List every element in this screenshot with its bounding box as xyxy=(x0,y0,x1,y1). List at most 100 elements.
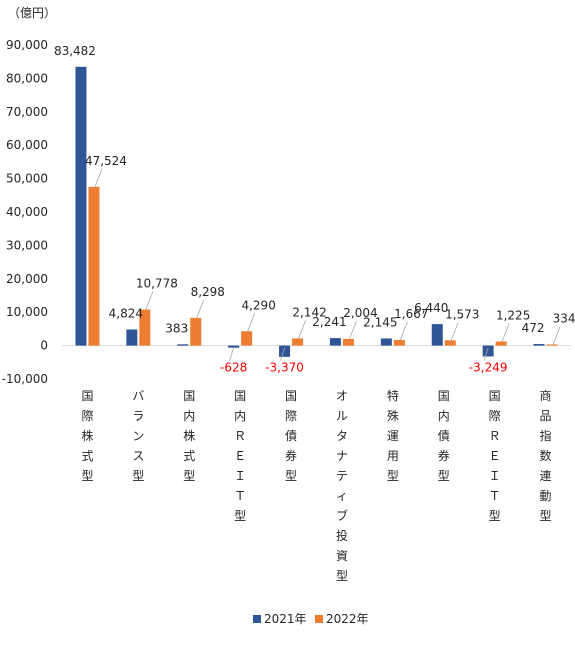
y-tick-label: 10,000 xyxy=(6,305,48,319)
data-label: 383 xyxy=(165,321,188,335)
x-category-label: Ｒ xyxy=(489,429,501,443)
bar-series1 xyxy=(75,66,87,346)
x-category-label: 際 xyxy=(285,409,297,423)
x-category-label: 国 xyxy=(285,389,297,403)
x-category-label: Ｅ xyxy=(489,449,501,463)
leader-line xyxy=(399,321,408,341)
x-category-label: 式 xyxy=(183,449,195,463)
bar-series2 xyxy=(546,344,558,346)
data-label: 6,440 xyxy=(414,301,448,315)
bar-series1 xyxy=(482,345,494,357)
bar-series2 xyxy=(444,340,456,346)
x-category-label: 型 xyxy=(540,509,552,523)
x-category-label: Ｔ xyxy=(234,489,246,503)
x-category-label: 式 xyxy=(81,449,93,463)
x-category-label: 債 xyxy=(285,428,297,443)
y-tick-label: 20,000 xyxy=(6,272,48,286)
x-category-label: ィ xyxy=(336,489,348,503)
x-category-label: 動 xyxy=(540,489,552,503)
bar-series2 xyxy=(190,317,202,346)
bar-series1 xyxy=(329,338,341,346)
x-category-label: 投 xyxy=(336,528,348,543)
y-axis-unit-label: （億円） xyxy=(8,6,56,20)
bar-series2 xyxy=(88,186,100,346)
leader-line xyxy=(280,347,285,361)
x-category-label: 株 xyxy=(183,428,195,443)
x-category-label: 型 xyxy=(336,569,348,583)
data-label: 2,142 xyxy=(292,305,326,319)
data-label: 4,290 xyxy=(241,298,275,312)
x-category-label: ン xyxy=(132,429,144,443)
data-label: -628 xyxy=(220,361,247,375)
x-category-label: ル xyxy=(336,409,348,423)
leader-line xyxy=(247,313,256,332)
x-category-label: 券 xyxy=(438,448,450,463)
x-category-label: テ xyxy=(336,469,348,483)
x-axis-categories: 国際株式型バランス型国内株式型国内ＲＥＩＴ型国際債券型オルタナティブ投資型特殊運… xyxy=(81,388,551,583)
data-label: 10,778 xyxy=(136,277,178,291)
data-label: 1,667 xyxy=(394,307,428,321)
bar-series1 xyxy=(228,345,240,348)
data-label: -3,249 xyxy=(469,361,508,375)
x-category-label: 債 xyxy=(438,428,450,443)
x-category-label: ラ xyxy=(132,409,144,423)
x-category-label: 国 xyxy=(234,389,246,403)
x-category-label: 券 xyxy=(285,448,297,463)
data-label: 2,004 xyxy=(343,306,377,320)
legend-label: 2022年 xyxy=(326,612,369,626)
x-category-label: 国 xyxy=(489,389,501,403)
x-category-label: 型 xyxy=(285,469,297,483)
leader-line xyxy=(450,322,459,341)
legend-swatch xyxy=(315,615,323,623)
bar-series1 xyxy=(431,324,443,346)
data-label: -3,370 xyxy=(265,361,304,375)
x-category-label: オ xyxy=(336,389,348,403)
x-category-label: 国 xyxy=(81,389,93,403)
data-label: 8,298 xyxy=(191,285,225,299)
leader-line xyxy=(94,168,103,188)
leader-line xyxy=(349,320,357,340)
bar-series1 xyxy=(126,329,138,346)
x-category-label: 品 xyxy=(540,409,552,423)
y-tick-label: 60,000 xyxy=(6,138,48,152)
bar-series-group xyxy=(75,66,558,357)
bar-series2 xyxy=(393,340,405,346)
x-category-label: Ｔ xyxy=(489,489,501,503)
leader-line xyxy=(229,347,235,361)
x-category-label: 型 xyxy=(132,469,144,483)
x-category-label: ス xyxy=(132,449,144,463)
y-tick-label: 70,000 xyxy=(6,105,48,119)
data-label: 472 xyxy=(522,321,545,335)
leader-line xyxy=(145,291,154,310)
data-label: 47,524 xyxy=(85,154,127,168)
x-category-label: 型 xyxy=(234,509,246,523)
x-category-label: 国 xyxy=(183,389,195,403)
y-tick-label: 30,000 xyxy=(6,238,48,252)
x-category-label: 際 xyxy=(81,409,93,423)
x-category-label: 国 xyxy=(438,389,450,403)
x-category-label: Ｅ xyxy=(234,449,246,463)
bar-series2 xyxy=(139,309,151,346)
x-category-label: ナ xyxy=(336,449,348,463)
x-category-label: 数 xyxy=(540,448,552,463)
x-category-label: 株 xyxy=(81,428,93,443)
y-tick-label: 0 xyxy=(40,339,48,353)
legend-label: 2021年 xyxy=(264,612,307,626)
y-tick-label: 40,000 xyxy=(6,205,48,219)
y-axis: -10,000 0 10,000 20,000 30,000 40,000 50,000 60… xyxy=(2,38,48,386)
legend: 2021年 2022年 xyxy=(253,612,369,626)
x-category-label: タ xyxy=(336,429,348,443)
x-category-label: 運 xyxy=(387,429,399,443)
x-category-label: 内 xyxy=(234,409,246,423)
x-category-label: 型 xyxy=(81,469,93,483)
x-category-label: 内 xyxy=(438,409,450,423)
bar-series2 xyxy=(495,341,507,346)
bar-series2 xyxy=(292,338,304,346)
x-category-label: 指 xyxy=(540,428,552,443)
x-category-label: 内 xyxy=(183,409,195,423)
y-tick-label: -10,000 xyxy=(2,372,48,386)
data-labels-group: 83,482 47,524 4,824 10,778 383 8,298 -628 4,290… xyxy=(54,44,575,375)
x-category-label: 連 xyxy=(540,469,552,483)
